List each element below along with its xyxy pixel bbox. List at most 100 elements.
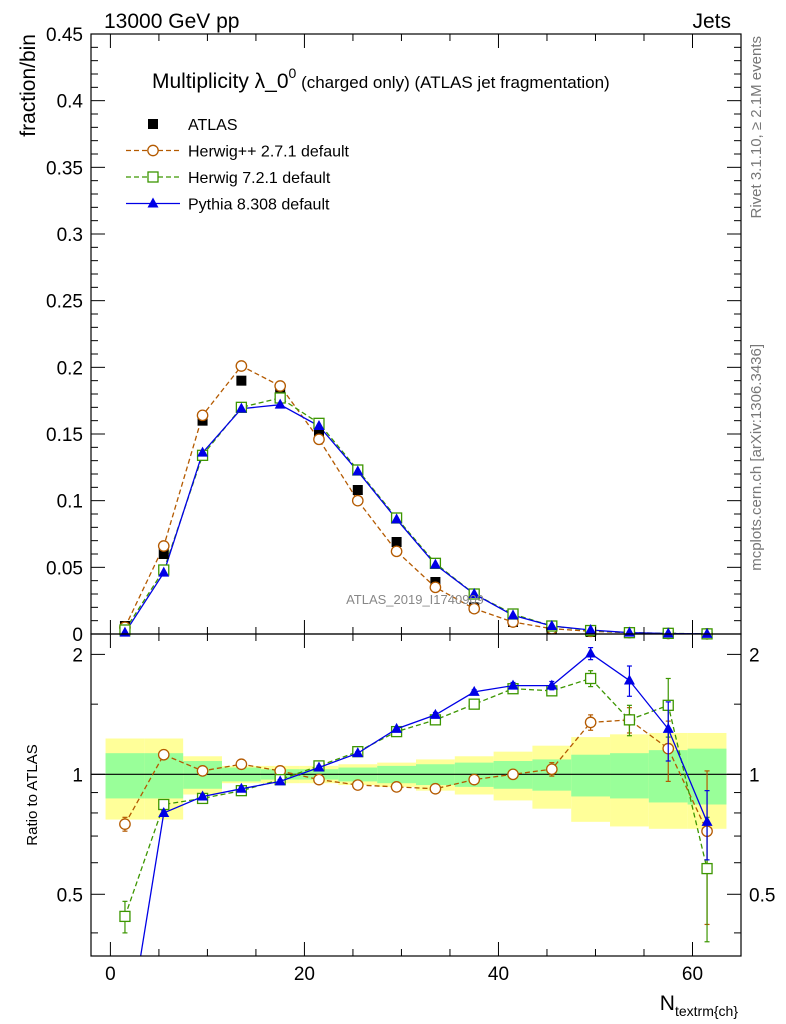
ratio-point-0 [351,779,364,791]
top-y-tick-label: 0.3 [57,225,83,246]
ratio-x-tick-label: 60 [682,964,703,985]
legend-label: Herwig++ 2.7.1 default [188,144,350,161]
ratio-ylabel: Ratio to ATLAS [24,744,41,845]
top-point-3 [158,566,170,577]
ratio-point-1 [584,672,597,685]
main-title-text: Multiplicity λ_0 [152,70,289,93]
header-left: 13000 GeV pp [104,10,239,33]
top-y-tick-label: 0 [72,625,83,646]
ratio-point-0 [157,748,170,761]
top-y-tick-label: 0.15 [46,425,83,446]
ratio-point-1 [701,862,713,875]
ratio-point-2 [429,708,441,719]
ratio-series-line-0 [124,719,708,832]
ratio-point-0 [196,765,209,777]
ratio-x-tick-label: 40 [488,964,509,985]
top-y-tick-label: 0.1 [57,492,83,513]
top-y-tick-label: 0.4 [57,92,84,113]
header-right: Jets [692,10,731,33]
analysis-watermark: ATLAS_2019_I1740909 [346,592,484,607]
top-point-1 [390,545,403,558]
top-point-3 [313,420,325,430]
top-point-1 [235,360,248,372]
ratio-point-2 [313,761,325,772]
top-point-3 [391,513,403,524]
top-point-1 [429,581,442,594]
top-point-3 [274,398,286,409]
legend-label: Pythia 8.308 default [188,197,330,214]
ratio-point-0 [545,763,558,776]
ratio-point-2 [662,722,674,733]
top-point-3 [468,588,480,598]
top-point-0 [158,549,169,559]
top-point-0 [391,537,402,547]
legend-marker [148,119,158,129]
rivet-label: Rivet 3.1.10, ≥ 2.1M events [748,36,765,219]
top-point-0 [352,485,363,495]
ratio-x-tick-label: 20 [294,964,315,985]
ratio-point-2 [158,806,170,817]
top-point-1 [313,433,325,446]
top-point-1 [157,540,170,552]
top-point-3 [701,627,713,638]
ratio-point-2 [701,815,713,826]
legend-entry: Pythia 8.308 default [126,197,330,214]
ratio-frame [90,633,742,957]
ratio-point-0 [584,716,597,729]
distribution-panel: ATLAS_2019_I1740909 0 0.05 0.1 0.15 0.2 0.25 0.… [46,25,742,646]
top-y-tick-label: 0.25 [46,292,83,313]
top-y-tick-label: 0.2 [57,358,83,379]
ratio-point-2 [546,679,558,690]
ratio-band-inner [105,753,145,799]
ratio-series-group [119,646,713,956]
ratio-point-2 [507,679,519,690]
top-point-3 [197,446,209,457]
ratio-point-2 [235,782,247,793]
ratio-y-tick-label-left: 2 [72,645,83,666]
main-title-sup: 0 [289,65,297,81]
ratio-y-tick-label-left: 1 [72,765,83,786]
ratio-xlabel-sub: textrm{ch} [675,1003,738,1019]
ratio-y-tick-label-right: 1 [749,765,760,786]
legend-marker [147,144,159,157]
main-title-suffix: (charged only) (ATLAS jet fragmentation) [296,73,609,92]
ratio-band-inner [610,753,649,799]
top-point-3 [585,624,597,634]
ratio-point-2 [623,674,635,685]
legend-label: Herwig 7.2.1 default [188,170,331,187]
top-point-1 [274,380,287,392]
ratio-point-0 [429,782,442,795]
ratio-point-2 [468,685,480,696]
ratio-xlabel: Ntextrm{ch} [660,992,739,1019]
main-title: Multiplicity λ_00 (charged only) (ATLAS … [152,65,610,93]
top-y-tick-label: 0.05 [46,558,83,579]
top-point-1 [351,494,364,507]
top-y-tick-label: 0.35 [46,158,83,179]
ratio-point-0 [313,773,325,786]
legend-entry: Herwig 7.2.1 default [126,170,331,187]
legend-marker [147,197,159,208]
top-point-3 [507,609,519,620]
top-point-1 [468,602,481,615]
ratio-point-0 [390,781,403,793]
legend-marker [147,171,159,183]
legend-label: ATLAS [188,117,238,134]
ratio-x-tick-label: 0 [105,964,116,985]
top-point-3 [429,558,441,569]
top-point-3 [662,627,674,638]
legend-entry: Herwig++ 2.7.1 default [126,144,350,161]
ratio-point-1 [623,714,636,726]
ratio-y-tick-label-right: 0.5 [749,885,775,906]
ratio-y-tick-label-right: 2 [749,645,760,666]
top-series-line-3 [124,404,708,635]
top-ylabel: fraction/bin [17,34,40,137]
ratio-point-0 [235,758,248,771]
ratio-point-0 [119,818,131,830]
top-point-3 [546,620,558,630]
ratio-point-2 [391,722,403,733]
ratio-point-0 [468,773,481,786]
ratio-series-line-2 [139,652,708,956]
legend-entry: ATLAS [148,117,238,134]
top-point-3 [235,402,247,413]
